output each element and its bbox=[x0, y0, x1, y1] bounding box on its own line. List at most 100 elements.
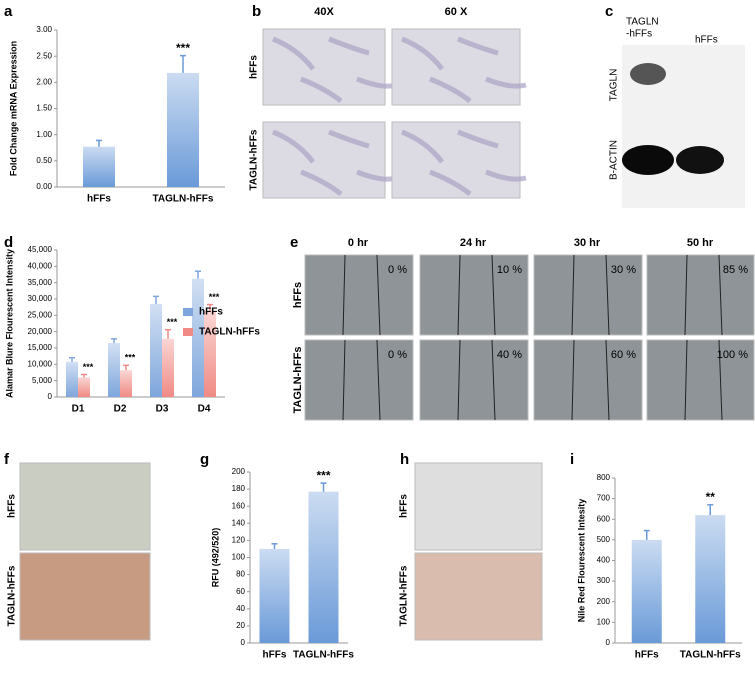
y-tick-label: 120 bbox=[232, 536, 246, 545]
y-axis-label: Alamar Blure Flourescent Intensity bbox=[4, 249, 14, 398]
significance: *** bbox=[209, 292, 220, 302]
error-bar bbox=[96, 139, 102, 147]
error-bar bbox=[195, 270, 201, 279]
bar bbox=[150, 303, 162, 397]
y-tick-label: 1.00 bbox=[36, 130, 52, 139]
y-tick-label: 35,000 bbox=[28, 278, 53, 287]
y-axis-label: RFU (492/520) bbox=[210, 528, 220, 588]
band-label: TAGLN bbox=[609, 69, 620, 102]
lane-label: hFFs bbox=[695, 35, 718, 46]
scratch-edge bbox=[457, 339, 461, 421]
scratch-edge bbox=[376, 254, 381, 336]
closure: 0 % bbox=[388, 349, 407, 361]
error-bar bbox=[111, 338, 117, 344]
y-axis-label: Fold Change mRNA Expression bbox=[8, 41, 18, 176]
y-tick-label: 30,000 bbox=[28, 294, 53, 303]
micrograph bbox=[19, 552, 151, 641]
scratch-edge bbox=[342, 254, 346, 336]
micrograph bbox=[414, 462, 543, 551]
y-tick-label: 400 bbox=[597, 556, 611, 565]
y-tick-label: 20,000 bbox=[28, 327, 53, 336]
y-tick-label: 1.50 bbox=[36, 104, 52, 113]
panel-letter: i bbox=[570, 451, 574, 468]
micrograph bbox=[304, 339, 414, 421]
closure: 100 % bbox=[717, 349, 748, 361]
band bbox=[676, 146, 724, 174]
y-tick-label: 100 bbox=[232, 553, 246, 562]
x-tick-label: D4 bbox=[198, 404, 211, 415]
y-tick-label: 140 bbox=[232, 518, 246, 527]
cell bbox=[328, 36, 370, 56]
y-tick-label: 2.50 bbox=[36, 51, 52, 60]
error-bar bbox=[180, 54, 186, 73]
panel-letter: g bbox=[200, 451, 209, 468]
significance: *** bbox=[125, 353, 136, 363]
x-tick-label: TAGLN-hFFs bbox=[680, 650, 741, 661]
scratch-edge bbox=[605, 254, 610, 336]
y-tick-label: 20 bbox=[236, 621, 245, 630]
row-label: TAGLN-hFFs bbox=[292, 346, 304, 413]
y-axis-label: Nile Red Flourescent Intesity bbox=[576, 499, 586, 623]
lane-label: -hFFs bbox=[626, 29, 652, 40]
scratch-edge bbox=[684, 339, 688, 421]
scratch-edge bbox=[571, 254, 575, 336]
y-tick-label: 60 bbox=[236, 587, 245, 596]
row-label: hFFs bbox=[249, 55, 260, 79]
row-label: TAGLN-hFFs bbox=[399, 565, 410, 626]
error-bar bbox=[69, 357, 75, 362]
bar bbox=[120, 370, 132, 397]
y-tick-label: 800 bbox=[597, 473, 611, 482]
y-tick-label: 15,000 bbox=[28, 343, 53, 352]
micrograph bbox=[414, 552, 543, 641]
row-label: TAGLN-hFFs bbox=[249, 129, 260, 190]
closure: 30 % bbox=[611, 264, 636, 276]
y-tick-label: 300 bbox=[597, 576, 611, 585]
cell bbox=[401, 129, 444, 164]
error-bar bbox=[707, 504, 714, 516]
y-tick-label: 0 bbox=[48, 392, 53, 401]
x-tick-label: TAGLN-hFFs bbox=[293, 650, 354, 661]
bar bbox=[308, 491, 339, 643]
bar bbox=[259, 548, 290, 643]
micrograph bbox=[304, 254, 414, 336]
column-header: 24 hr bbox=[460, 237, 487, 249]
lane-label: TAGLN bbox=[626, 17, 659, 28]
y-tick-label: 40,000 bbox=[28, 261, 53, 270]
y-tick-label: 160 bbox=[232, 501, 246, 510]
x-tick-label: D1 bbox=[72, 404, 85, 415]
bar bbox=[108, 343, 120, 397]
cell bbox=[401, 36, 444, 71]
x-tick-label: TAGLN-hFFs bbox=[153, 194, 214, 205]
legend-label: hFFs bbox=[199, 307, 223, 318]
closure: 60 % bbox=[611, 349, 636, 361]
error-bar bbox=[271, 543, 278, 549]
significance: *** bbox=[316, 468, 330, 482]
scratch-edge bbox=[457, 254, 461, 336]
micrograph bbox=[19, 462, 151, 551]
y-tick-label: 600 bbox=[597, 514, 611, 523]
panel-letter: a bbox=[4, 3, 13, 20]
x-tick-label: hFFs bbox=[635, 650, 659, 661]
scratch-edge bbox=[571, 339, 575, 421]
bar bbox=[192, 278, 204, 397]
panel-letter: c bbox=[605, 3, 613, 20]
y-tick-label: 200 bbox=[597, 597, 611, 606]
cell bbox=[300, 169, 343, 196]
row-label: TAGLN-hFFs bbox=[7, 565, 18, 626]
y-tick-label: 80 bbox=[236, 570, 245, 579]
significance: ** bbox=[706, 490, 716, 504]
x-tick-label: D2 bbox=[114, 404, 127, 415]
cell bbox=[457, 36, 499, 56]
panel-letter: d bbox=[4, 234, 13, 251]
y-tick-label: 0.50 bbox=[36, 156, 52, 165]
panel-letter: e bbox=[290, 234, 298, 251]
scratch-edge bbox=[342, 339, 346, 421]
x-tick-label: hFFs bbox=[263, 650, 287, 661]
column-header: 60 X bbox=[445, 6, 468, 18]
y-tick-label: 45,000 bbox=[28, 245, 53, 254]
legend-swatch bbox=[183, 328, 193, 336]
y-tick-label: 0 bbox=[606, 638, 611, 647]
scratch-edge bbox=[376, 339, 381, 421]
error-bar bbox=[123, 364, 129, 371]
cell bbox=[328, 129, 370, 149]
